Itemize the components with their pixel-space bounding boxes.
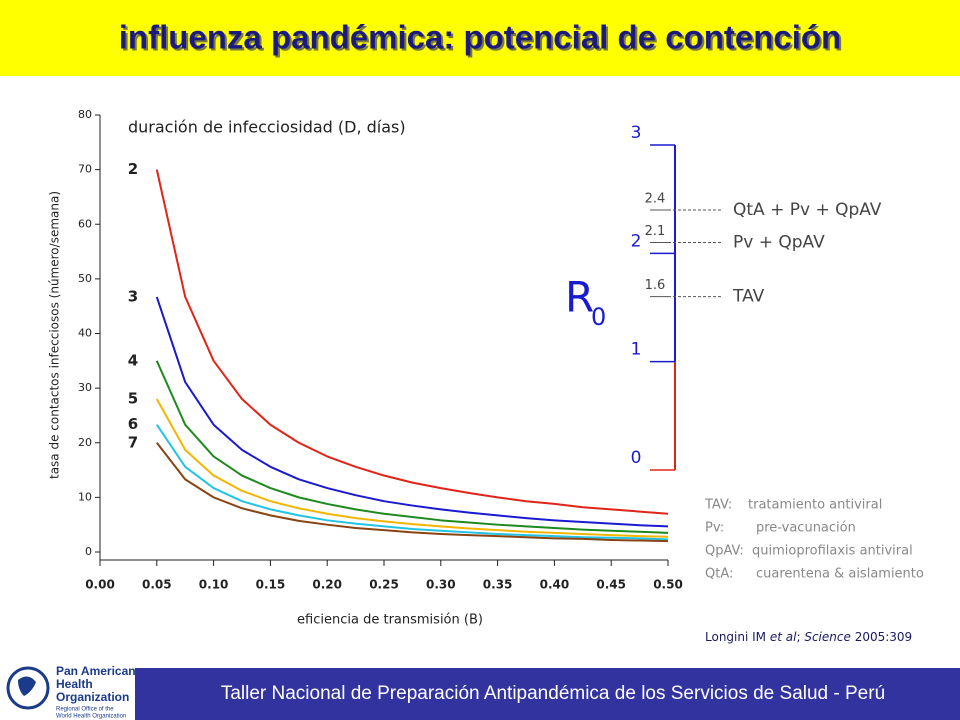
x-tick-label: 0.20 [312,578,342,592]
logo-name: Health [56,677,93,691]
citation-sep: ; [796,630,801,644]
logo: Pan American Health Organization Regiona… [6,664,136,720]
x-tick-label: 0.50 [653,578,683,592]
footer-text: Taller Nacional de Preparación Antipandé… [221,683,885,704]
logo-name: Organization [56,690,129,704]
y-tick-label: 0 [85,545,92,558]
x-tick-label: 0.00 [85,578,115,592]
y-tick-label: 20 [78,436,92,449]
y-tick-label: 50 [78,272,92,285]
series-line [155,398,669,538]
series-label: 5 [128,390,138,408]
intervention-name: Pv + QpAV [733,233,825,253]
abbr-key: TAV: [704,498,732,513]
abbr-text: tratamiento antiviral [748,498,882,513]
x-tick-label: 0.45 [596,578,626,592]
y-axis-label: tasa de contactos infecciosos (número/se… [48,191,62,479]
citation-etal: et al [769,630,797,644]
y-tick-label: 10 [78,490,92,503]
series-label: 4 [128,351,138,369]
abbr-text: cuarentena & aislamiento [756,567,924,582]
x-tick-label: 0.05 [142,578,172,592]
y-tick-label: 80 [78,108,92,121]
x-tick-label: 0.10 [199,578,229,592]
logo-name: Pan American [56,664,136,678]
series-line [155,424,669,541]
chart-subtitle: duración de infecciosidad (D, días) [128,118,406,137]
citation-authors: Longini IM [705,630,767,644]
y-tick-label: 60 [78,217,92,230]
intervention-value: 1.6 [645,278,666,293]
r0-tick-label: 0 [631,448,642,468]
series-line [155,296,669,528]
logo-map [18,676,36,696]
footer-bar [135,668,960,720]
logo-sub: Regional Office of the [56,707,114,713]
series-label: 3 [128,287,138,305]
title: influenza pandémica: potencial de conten… [119,19,841,56]
intervention-name: QtA + Pv + QpAV [733,200,882,220]
abbr-key: Pv: [705,521,724,536]
intervention-value: 2.4 [645,192,666,207]
x-tick-label: 0.25 [369,578,399,592]
header-bar [0,0,960,76]
intervention-name: TAV [732,287,765,307]
abbr-key: QpAV: [705,544,744,559]
citation-journal: Science [804,630,851,644]
series-label: 7 [128,433,138,451]
series-label: 2 [128,160,138,178]
series-line [155,360,669,534]
abbr-text: pre-vacunación [756,521,856,536]
abbr-key: QtA: [705,567,733,582]
y-tick-label: 40 [78,327,92,340]
abbr-text: quimioprofilaxis antiviral [752,544,913,559]
intervention-value: 2.1 [645,224,666,239]
x-tick-label: 0.40 [540,578,570,592]
series-line [155,169,669,515]
citation: Longini IM et al; Science 2005:309 [705,630,912,644]
r0-label: R [565,273,594,322]
title-shadow: influenza pandémica: potencial de conten… [121,21,843,58]
logo-globe [6,666,50,710]
x-tick-label: 0.30 [426,578,456,592]
y-tick-label: 30 [78,381,92,394]
logo-sub: World Health Organization [56,714,126,720]
series-line [156,442,669,543]
y-tick-label: 70 [78,163,92,176]
x-tick-label: 0.35 [483,578,513,592]
r0-tick-label: 2 [631,231,642,251]
x-axis-label: eficiencia de transmisión (B) [297,613,483,628]
citation-ref: 2005:309 [854,630,913,644]
x-tick-label: 0.15 [256,578,286,592]
r0-subscript: 0 [591,303,606,331]
r0-tick-label: 1 [631,340,642,360]
r0-tick-label: 3 [631,123,642,143]
series-label: 6 [128,415,138,433]
